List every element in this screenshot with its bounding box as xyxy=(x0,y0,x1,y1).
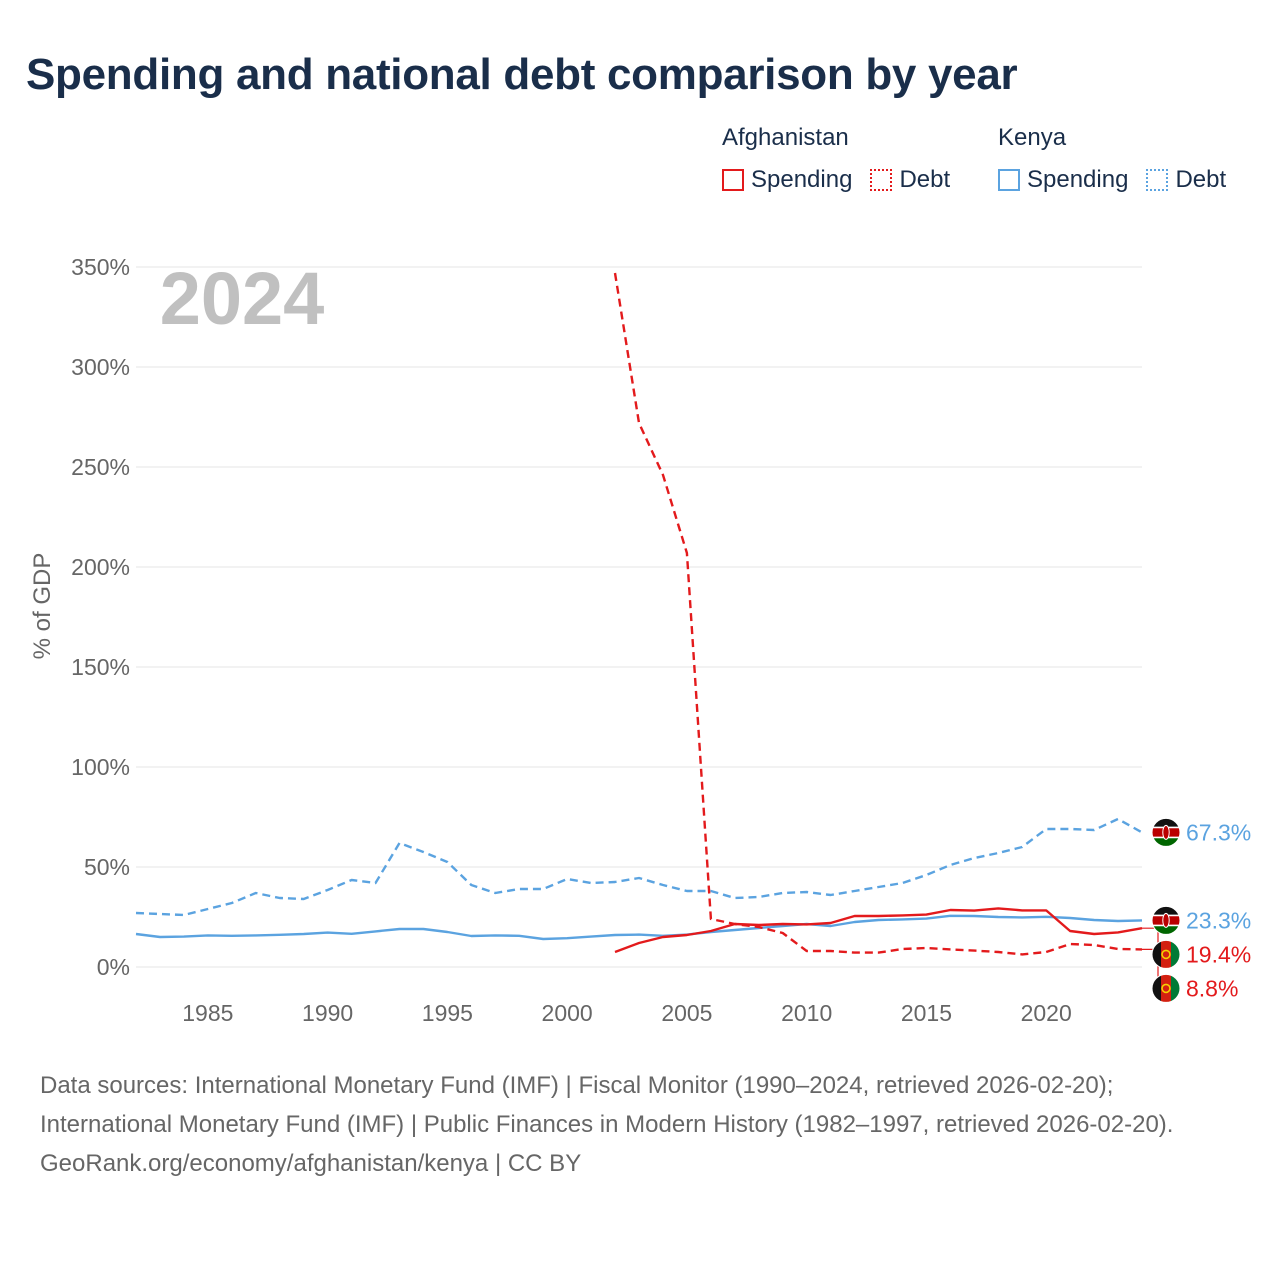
legend-title-kenya: Kenya xyxy=(998,124,1067,151)
end-label-afghanistan-spending: 19.4% xyxy=(1186,941,1251,967)
legend-row-afghanistan: Spending Debt xyxy=(722,166,968,194)
y-tick-label: 350% xyxy=(71,254,130,280)
legend-item-afghanistan-debt[interactable]: Debt xyxy=(870,166,950,194)
end-label-kenya-spending: 23.3% xyxy=(1186,907,1251,933)
x-tick-label: 2000 xyxy=(542,1000,593,1026)
y-tick-label: 300% xyxy=(71,354,130,380)
series-kenya-debt xyxy=(135,817,1143,917)
kenya-flag-icon xyxy=(1151,905,1181,935)
legend-title-afghanistan: Afghanistan xyxy=(722,124,849,151)
series-afghanistan-spending xyxy=(614,907,1143,954)
legend-row-kenya: Spending Debt xyxy=(998,166,1226,194)
legend-item-kenya-debt[interactable]: Debt xyxy=(1146,166,1226,194)
y-axis-ticks: 0% 50% 100% 150% 200% 250% 300% 350% xyxy=(71,254,130,980)
legend-item-afghanistan-spending[interactable]: Spending xyxy=(722,166,852,194)
footer: Data sources: International Monetary Fun… xyxy=(40,1066,1240,1183)
grid-lines xyxy=(136,266,1142,968)
kenya-flag-icon xyxy=(1151,817,1181,847)
x-tick-label: 1985 xyxy=(182,1000,233,1026)
legend-group-kenya: Kenya Spending Debt xyxy=(998,124,1226,194)
year-watermark: 2024 xyxy=(160,257,325,340)
end-label-kenya-debt: 67.3% xyxy=(1186,819,1251,845)
x-tick-label: 2020 xyxy=(1021,1000,1072,1026)
legend-swatch-solid-icon xyxy=(722,169,744,191)
line-chart: 2024 0%50%100%150%200%250%300%350% 1985 1… xyxy=(29,254,1251,1026)
legend-swatch-dotted-icon xyxy=(870,169,893,191)
legend-swatch-solid-icon xyxy=(998,169,1020,191)
legend-item-kenya-spending[interactable]: Spending xyxy=(998,166,1128,194)
x-tick-label: 1995 xyxy=(422,1000,473,1026)
x-tick-label: 2005 xyxy=(661,1000,712,1026)
legend-swatch-dotted-icon xyxy=(1146,169,1169,191)
data-sources: Data sources: International Monetary Fun… xyxy=(40,1072,1174,1138)
x-axis-ticks: 1985 1990 1995 2000 2005 2010 2015 2020 xyxy=(182,1000,1072,1026)
series-lines xyxy=(135,272,1143,956)
afghanistan-flag-icon xyxy=(1151,939,1181,969)
x-tick-label: 1990 xyxy=(302,1000,353,1026)
legend-label: Debt xyxy=(1175,166,1227,193)
end-labels: 67.3% 23.3% 19.4% 8.8% xyxy=(1151,817,1251,1003)
y-tick-label: 200% xyxy=(71,554,130,580)
y-tick-label: 100% xyxy=(71,754,130,780)
y-tick-label: 250% xyxy=(71,454,130,480)
end-label-afghanistan-debt: 8.8% xyxy=(1186,975,1238,1001)
page-title: Spending and national debt comparison by… xyxy=(26,50,1018,99)
credit-link[interactable]: GeoRank.org/economy/afghanistan/kenya | … xyxy=(40,1150,582,1177)
legend-label: Spending xyxy=(1027,166,1129,193)
series-afghanistan-debt xyxy=(613,272,1143,956)
x-tick-label: 2010 xyxy=(781,1000,832,1026)
legend-label: Debt xyxy=(899,166,951,193)
y-tick-label: 150% xyxy=(71,654,130,680)
afghanistan-flag-icon xyxy=(1151,973,1181,1003)
y-axis-label: % of GDP xyxy=(29,553,56,660)
legend-label: Spending xyxy=(751,166,853,193)
series-kenya-spending xyxy=(135,914,1143,941)
legend-group-afghanistan: Afghanistan Spending Debt xyxy=(722,124,968,194)
x-tick-label: 2015 xyxy=(901,1000,952,1026)
y-tick-label: 0% xyxy=(97,954,130,980)
y-tick-label: 50% xyxy=(84,854,130,880)
